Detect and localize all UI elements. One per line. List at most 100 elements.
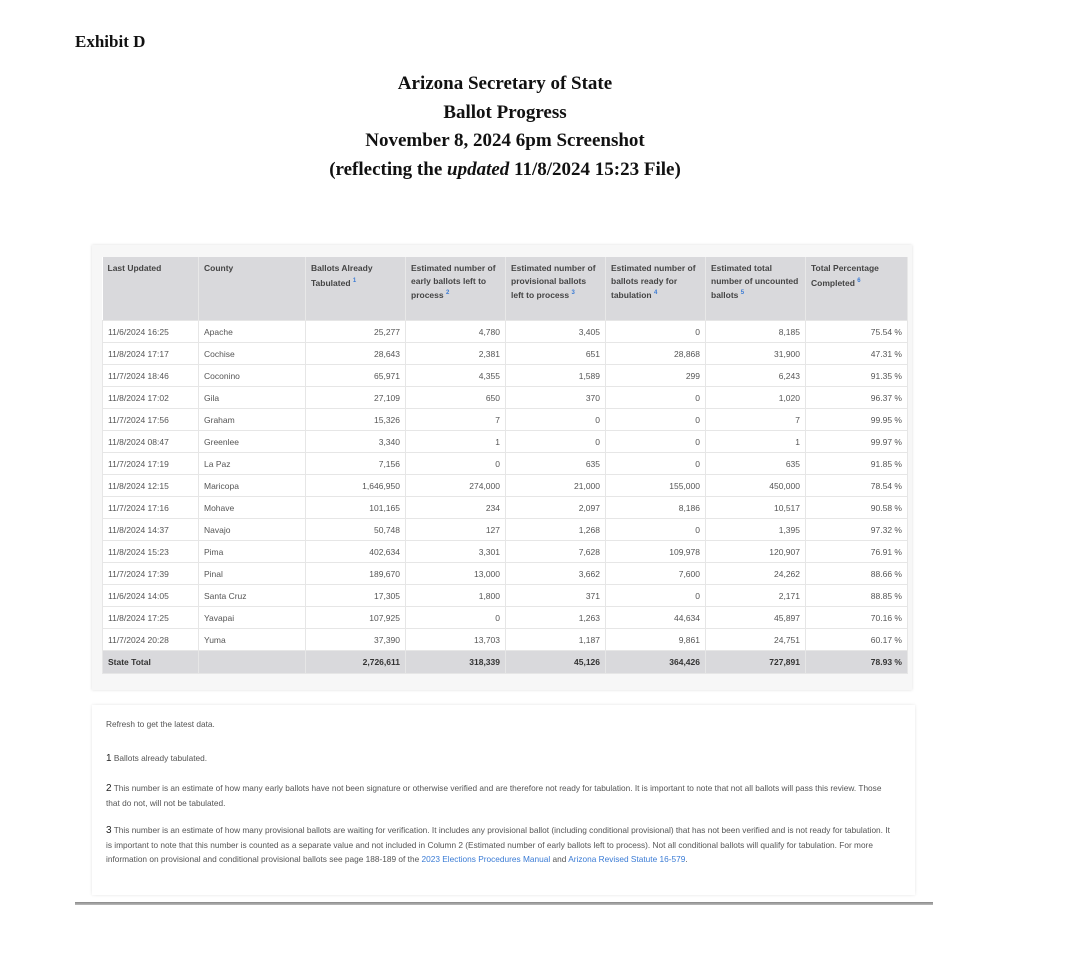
statute-link[interactable]: Arizona Revised Statute 16-579 (568, 854, 686, 864)
percent-cell: 91.35 % (805, 364, 908, 387)
percent-cell: 99.95 % (805, 408, 908, 431)
footnote-3: 3 This number is an estimate of how many… (106, 823, 896, 866)
title-line: November 8, 2024 6pm Screenshot (365, 130, 645, 151)
early-left-cell: 1,800 (405, 584, 506, 607)
tabulated-cell: 17,305 (305, 584, 406, 607)
ready-cell: 7,600 (605, 562, 706, 585)
footnote-text: This number is an estimate of how many p… (106, 825, 890, 864)
early-left-cell: 0 (405, 452, 506, 475)
footnote-ref[interactable]: 3 (571, 290, 575, 296)
provisional-left-cell: 635 (505, 452, 606, 475)
tabulated-cell: 28,643 (305, 342, 406, 365)
footnote-text: Ballots already tabulated. (113, 753, 208, 763)
uncounted-cell: 120,907 (705, 540, 806, 563)
column-header: Estimated total number of uncounted ball… (705, 257, 806, 321)
last-updated-cell: 11/7/2024 17:16 (102, 496, 199, 519)
last-updated-cell: 11/7/2024 20:28 (102, 628, 199, 651)
uncounted-cell: 2,171 (705, 584, 806, 607)
county-cell: Graham (198, 408, 306, 431)
percent-cell: 90.58 % (805, 496, 908, 519)
last-updated-cell: 11/7/2024 18:46 (102, 364, 199, 387)
provisional-left-cell: 21,000 (505, 474, 606, 497)
county-cell: Yuma (198, 628, 306, 651)
title-text: 11/8/2024 15:23 File) (509, 158, 681, 180)
table-row: 11/6/2024 14:05 Santa Cruz 17,305 1,800 371 0… (102, 584, 908, 607)
percent-cell: 47.31 % (805, 342, 908, 365)
last-updated-cell: 11/8/2024 17:02 (102, 386, 199, 409)
uncounted-cell: 1,395 (705, 518, 806, 541)
footnote-2: 2 This number is an estimate of how many… (106, 781, 896, 810)
tabulated-cell: 189,670 (305, 562, 406, 585)
percent-cell: 75.54 % (805, 320, 908, 343)
county-cell: Yavapai (198, 606, 306, 629)
percent-cell: 78.93 % (805, 650, 908, 674)
uncounted-cell: 635 (705, 452, 806, 475)
column-header: Estimated number of ballots ready for ta… (605, 257, 706, 321)
percent-cell: 88.66 % (805, 562, 908, 585)
table-row: 11/8/2024 08:47 Greenlee 3,340 1 0 0 1 99.97 % (102, 430, 908, 453)
footnote-ref[interactable]: 5 (740, 290, 745, 296)
column-header-label: Total Percentage Completed (811, 263, 879, 288)
table-row: 11/7/2024 17:39 Pinal 189,670 13,000 3,662 7,… (102, 562, 908, 585)
column-header-label: Estimated number of ballots ready for ta… (611, 263, 696, 300)
percent-cell: 99.97 % (805, 430, 908, 453)
uncounted-cell: 7 (705, 408, 806, 431)
percent-cell: 70.16 % (805, 606, 908, 629)
ready-cell: 9,861 (605, 628, 706, 651)
footnote-ref[interactable]: 4 (653, 290, 658, 296)
provisional-left-cell: 0 (505, 430, 606, 453)
footnote-text: This number is an estimate of how many e… (106, 783, 882, 808)
uncounted-cell: 1,020 (705, 386, 806, 409)
table-row: 11/6/2024 16:25 Apache 25,277 4,780 3,405 0 8,… (102, 320, 908, 343)
uncounted-cell: 31,900 (705, 342, 806, 365)
procedures-manual-link[interactable]: 2023 Elections Procedures Manual (421, 854, 551, 864)
early-left-cell: 0 (405, 606, 506, 629)
provisional-left-cell: 2,097 (505, 496, 606, 519)
table-header-row: Last Updated County Ballots Already Tabula… (102, 257, 908, 321)
footnote-ref[interactable]: 2 (445, 290, 450, 296)
provisional-left-cell: 370 (505, 386, 606, 409)
provisional-left-cell: 3,405 (505, 320, 606, 343)
early-left-cell: 4,780 (405, 320, 506, 343)
exhibit-label: Exhibit D (75, 32, 146, 51)
ready-cell: 0 (605, 452, 706, 475)
ready-cell: 28,868 (605, 342, 706, 365)
county-cell: Cochise (198, 342, 306, 365)
tabulated-cell: 402,634 (305, 540, 406, 563)
footnote-number: 2 (106, 783, 112, 794)
table-row: 11/8/2024 17:02 Gila 27,109 650 370 0 1,020 96.… (102, 386, 908, 409)
early-left-cell: 318,339 (405, 650, 506, 674)
ready-cell: 299 (605, 364, 706, 387)
table-row: 11/8/2024 15:23 Pima 402,634 3,301 7,628 109,… (102, 540, 908, 563)
county-cell: Pinal (198, 562, 306, 585)
ready-cell: 0 (605, 584, 706, 607)
early-left-cell: 274,000 (405, 474, 506, 497)
footnote-number: 3 (106, 825, 112, 836)
ready-cell: 0 (605, 430, 706, 453)
county-cell (198, 650, 306, 674)
last-updated-cell: 11/7/2024 17:39 (102, 562, 199, 585)
ready-cell: 0 (605, 518, 706, 541)
early-left-cell: 7 (405, 408, 506, 431)
provisional-left-cell: 45,126 (505, 650, 606, 674)
footnote-text: . (685, 854, 688, 864)
page-divider (75, 902, 933, 905)
footnote-1: 1 Ballots already tabulated. (106, 751, 896, 766)
provisional-left-cell: 651 (505, 342, 606, 365)
ready-cell: 155,000 (605, 474, 706, 497)
title-line: Ballot Progress (443, 101, 567, 123)
footnote-number: 1 (106, 753, 112, 764)
last-updated-cell: 11/6/2024 16:25 (102, 320, 199, 343)
footnotes-panel: Refresh to get the latest data. 1 Ballot… (92, 705, 915, 895)
column-header-label: Estimated number of early ballots left t… (411, 263, 496, 300)
footnote-ref[interactable]: 6 (857, 277, 861, 284)
percent-cell: 60.17 % (805, 628, 908, 651)
early-left-cell: 2,381 (405, 342, 506, 365)
tabulated-cell: 1,646,950 (305, 474, 406, 497)
title-text: (reflecting the (329, 158, 448, 180)
last-updated-cell: 11/8/2024 14:37 (102, 518, 199, 541)
table-row: 11/7/2024 17:16 Mohave 101,165 234 2,097 8,18… (102, 496, 908, 519)
provisional-left-cell: 1,268 (505, 518, 606, 541)
footnote-ref[interactable]: 1 (352, 277, 357, 284)
total-row: State Total 2,726,611 318,339 45,126 364,426… (102, 650, 908, 674)
